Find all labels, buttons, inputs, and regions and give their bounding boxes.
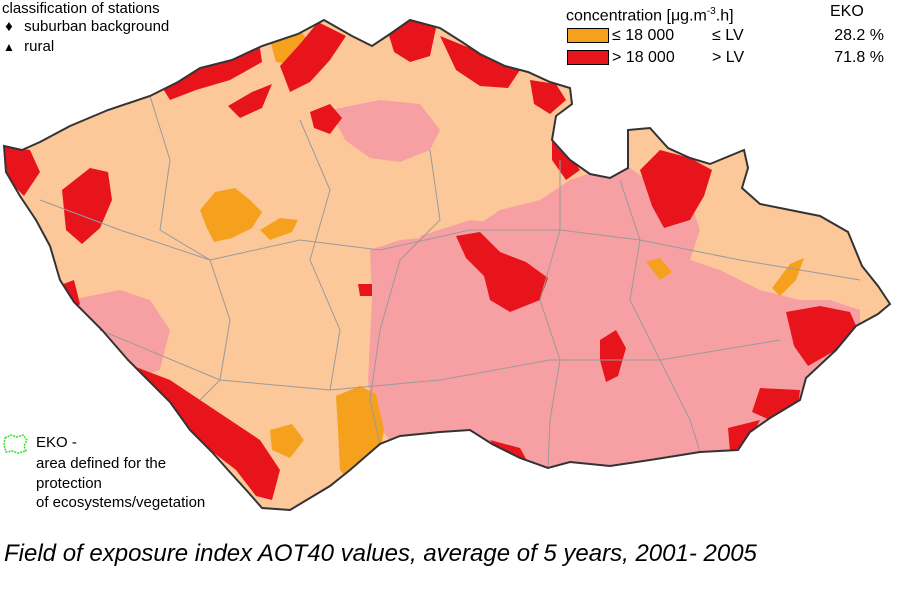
red-region-krkonose bbox=[440, 36, 520, 88]
aot40-map bbox=[2, 18, 892, 512]
orange-region-brdy bbox=[200, 188, 262, 242]
class2-eko-share: 71.8 % bbox=[834, 49, 884, 66]
country-border bbox=[2, 18, 892, 512]
eko-legend-line3: protection bbox=[36, 475, 102, 492]
swatch-red bbox=[567, 50, 609, 65]
red-region-krusne-east bbox=[280, 22, 346, 92]
eko-header: EKO bbox=[830, 3, 864, 20]
red-region-north-east bbox=[552, 140, 580, 180]
class1-lv: ≤ LV bbox=[712, 27, 744, 44]
red-region-jizera bbox=[388, 20, 436, 62]
triangle-icon: ▲ bbox=[3, 40, 15, 54]
eko-area-outline-icon bbox=[3, 434, 28, 454]
red-region-beskydy bbox=[786, 306, 858, 366]
pink-region-west bbox=[70, 290, 170, 380]
figure-caption: Field of exposure index AOT40 values, av… bbox=[4, 540, 757, 567]
legend-item-suburban: ♦ suburban background bbox=[2, 18, 169, 35]
orange-region-beskydy bbox=[772, 258, 804, 296]
class1-eko-share: 28.2 % bbox=[834, 27, 884, 44]
orange-region-small bbox=[260, 218, 298, 240]
red-region-moravia-mid bbox=[600, 330, 626, 382]
red-region-small-centre bbox=[358, 284, 372, 296]
red-region-vysocina bbox=[456, 232, 548, 312]
class1-range: ≤ 18 000 bbox=[612, 27, 675, 44]
legend-item-rural: ▲ rural bbox=[2, 38, 54, 56]
swatch-orange bbox=[567, 28, 609, 43]
class2-range: > 18 000 bbox=[612, 49, 675, 66]
concentration-legend-title: concentration [μg.m-3.h] bbox=[566, 6, 734, 25]
red-region-jeseniky bbox=[640, 150, 712, 228]
diamond-icon: ♦ bbox=[5, 18, 13, 35]
orange-region-moravia bbox=[646, 258, 672, 280]
red-region-krusne-west bbox=[160, 48, 262, 100]
class2-lv: > LV bbox=[712, 49, 745, 66]
red-region-slavkov bbox=[62, 168, 112, 244]
district-boundaries bbox=[39, 95, 861, 469]
red-region-krusne-mid bbox=[228, 84, 272, 118]
red-region-white-carpathians bbox=[728, 420, 760, 452]
legend-item-rural-label: rural bbox=[24, 38, 55, 55]
orange-region-sumava bbox=[270, 424, 304, 458]
legend-item-suburban-label: suburban background bbox=[24, 18, 170, 35]
red-region-north-basin bbox=[310, 104, 342, 134]
eko-legend-line1: EKO - bbox=[36, 434, 77, 451]
stations-legend-title: classification of stations bbox=[2, 0, 160, 17]
eko-legend-line4: of ecosystems/vegetation bbox=[36, 494, 206, 511]
eko-legend-line2: area defined for the bbox=[36, 455, 167, 472]
red-region-orlicke bbox=[530, 80, 566, 114]
pink-region-north bbox=[330, 100, 440, 162]
